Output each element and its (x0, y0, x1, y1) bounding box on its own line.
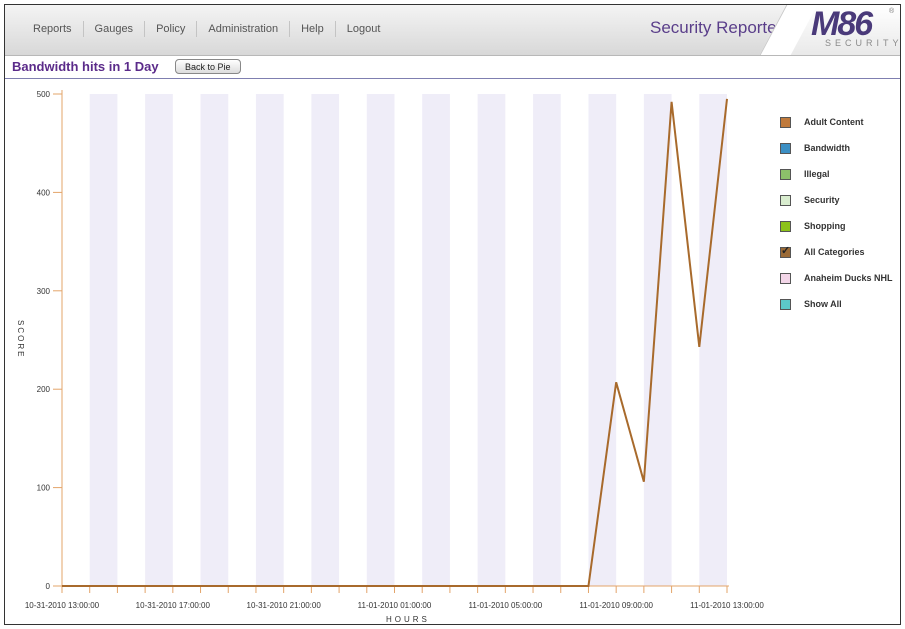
x-tick-label: 11-01-2010 01:00:00 (358, 601, 432, 610)
chart-band (145, 94, 173, 586)
chart-axes (53, 90, 729, 593)
x-tick-label: 10-31-2010 17:00:00 (136, 601, 211, 610)
logo-main-text: M86 (811, 5, 873, 43)
y-tick-label: 200 (37, 385, 51, 394)
nav-logout[interactable]: Logout (346, 23, 381, 35)
chart-band (366, 94, 395, 586)
chart-band (311, 94, 340, 586)
legend-label: Anaheim Ducks NHL (804, 273, 893, 283)
chart-bands (89, 94, 727, 586)
main-nav: Reports Gauges Policy Administration Hel… (19, 21, 391, 37)
legend-swatch[interactable] (780, 194, 791, 206)
app-window: Reports Gauges Policy Administration Hel… (4, 4, 901, 625)
chart-series (62, 98, 728, 587)
y-axis-label: SCORE (16, 320, 25, 358)
x-axis-label: HOURS (386, 615, 430, 624)
y-tick-label: 0 (46, 582, 51, 591)
legend-item[interactable]: Security (780, 187, 893, 213)
chart-band (422, 94, 450, 586)
nav-help[interactable]: Help (290, 21, 336, 37)
legend-swatch[interactable] (780, 142, 791, 154)
checkmark-icon: ✓ (781, 244, 791, 257)
x-tick-label: 10-31-2010 13:00:00 (25, 601, 100, 610)
legend-swatch[interactable]: ✓ (780, 244, 791, 258)
legend-swatch[interactable] (780, 298, 791, 310)
chart-band (533, 94, 561, 586)
y-tick-label: 400 (37, 188, 51, 197)
x-tick-label: 11-01-2010 13:00:00 (690, 601, 764, 610)
nav-reports[interactable]: Reports (19, 21, 84, 37)
legend-swatch[interactable] (780, 220, 791, 232)
nav-gauges[interactable]: Gauges (84, 21, 146, 37)
legend-label: Shopping (804, 221, 846, 231)
legend-label: Adult Content (804, 117, 864, 127)
legend-item[interactable]: Shopping (780, 213, 893, 239)
chart-band (477, 94, 506, 586)
back-to-pie-button[interactable]: Back to Pie (175, 59, 241, 74)
legend-label: Show All (804, 299, 842, 309)
legend-label: All Categories (804, 247, 865, 257)
legend-item[interactable]: Illegal (780, 161, 893, 187)
y-tick-label: 100 (37, 484, 51, 493)
legend-label: Bandwidth (804, 143, 850, 153)
legend-label: Illegal (804, 169, 830, 179)
chart-band (89, 94, 118, 586)
logo-registered-mark: ® (889, 8, 895, 15)
x-tick-labels: 10-31-2010 13:00:00 10-31-2010 17:00:00 10… (25, 601, 765, 610)
legend-item[interactable]: Bandwidth (780, 135, 893, 161)
m86-logo: M86 SECURITY ® (759, 5, 901, 55)
chart-band (200, 94, 229, 586)
legend-swatch[interactable] (780, 116, 791, 128)
chart-band (588, 94, 617, 586)
y-tick-labels: 0 100 200 300 400 500 (37, 90, 51, 591)
page-title: Bandwidth hits in 1 Day (12, 59, 159, 74)
legend-item[interactable]: Anaheim Ducks NHL (780, 265, 893, 291)
legend-swatch[interactable] (780, 168, 791, 180)
nav-policy[interactable]: Policy (145, 21, 198, 37)
legend-item[interactable]: ✓ All Categories (780, 239, 893, 265)
app-title: Security Reporter (650, 18, 783, 37)
report-header: Bandwidth hits in 1 Day Back to Pie (5, 56, 900, 79)
logo-sub-text: SECURITY (825, 38, 901, 48)
nav-administration[interactable]: Administration (197, 21, 291, 37)
legend-item[interactable]: Adult Content (780, 109, 893, 135)
x-tick-label: 10-31-2010 21:00:00 (247, 601, 322, 610)
legend-item[interactable]: Show All (780, 291, 893, 317)
x-tick-label: 11-01-2010 09:00:00 (579, 601, 653, 610)
top-navigation-bar: Reports Gauges Policy Administration Hel… (5, 5, 900, 56)
y-tick-label: 300 (37, 287, 51, 296)
chart-band (699, 94, 727, 586)
chart-legend: Adult Content Bandwidth Illegal Security… (780, 109, 893, 317)
chart-band (255, 94, 284, 586)
chart-area: 0 100 200 300 400 500 10-31-2010 13:00:00 10-3… (5, 79, 900, 624)
series-line (62, 98, 728, 587)
legend-label: Security (804, 195, 840, 205)
legend-swatch[interactable] (780, 272, 791, 284)
x-tick-label: 11-01-2010 05:00:00 (468, 601, 542, 610)
y-tick-label: 500 (37, 90, 51, 99)
